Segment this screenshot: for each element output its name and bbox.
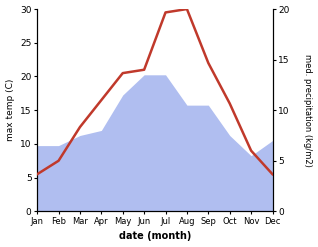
Y-axis label: med. precipitation (kg/m2): med. precipitation (kg/m2)	[303, 54, 313, 167]
Y-axis label: max temp (C): max temp (C)	[5, 79, 15, 141]
X-axis label: date (month): date (month)	[119, 231, 191, 242]
